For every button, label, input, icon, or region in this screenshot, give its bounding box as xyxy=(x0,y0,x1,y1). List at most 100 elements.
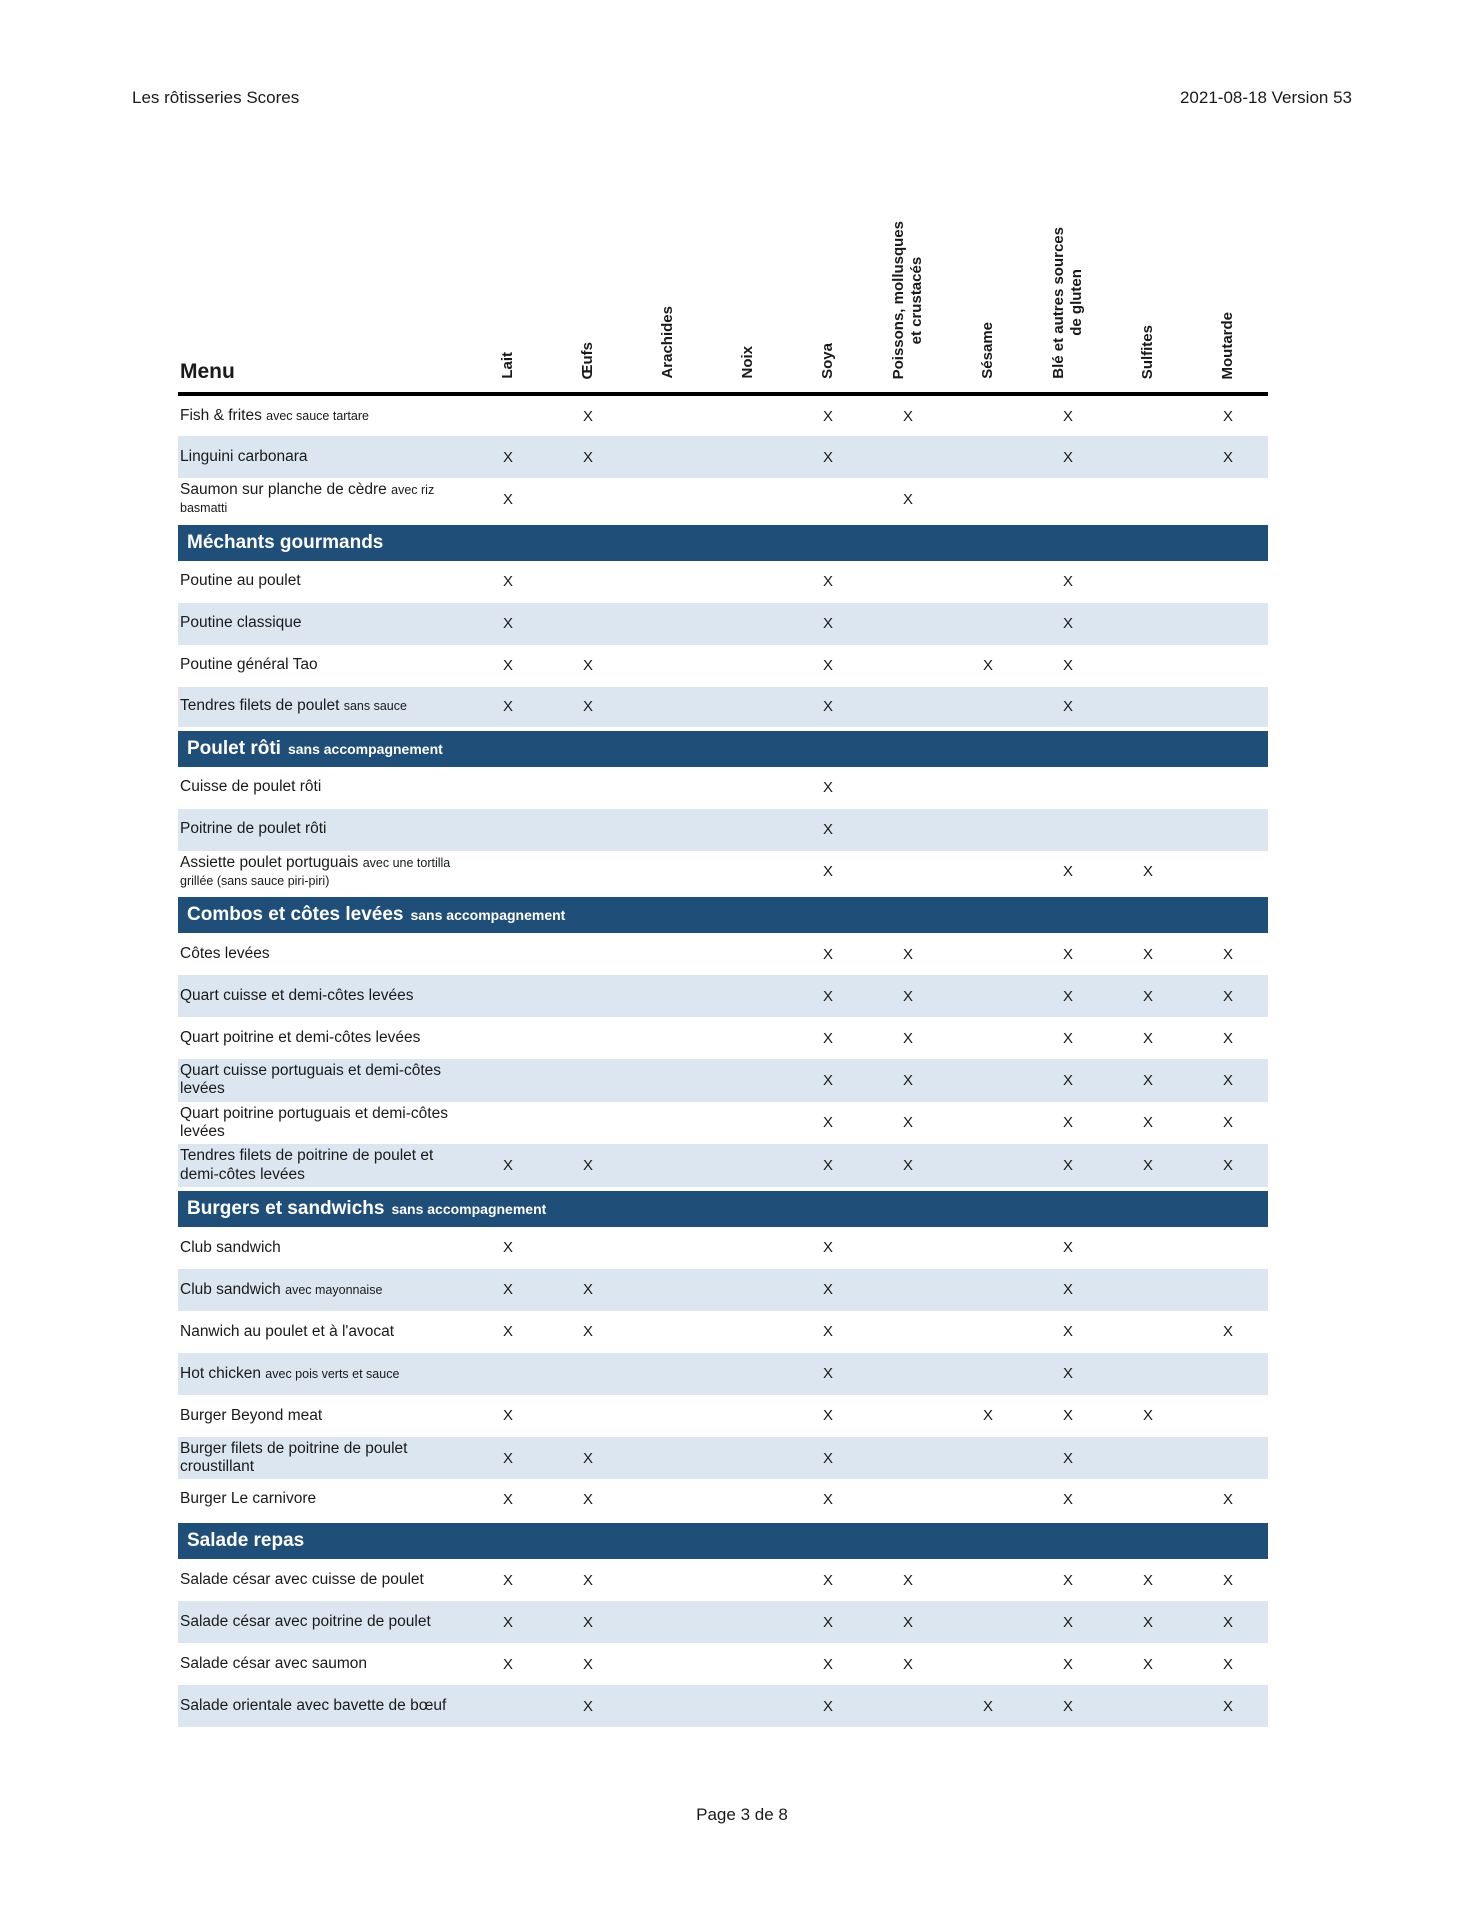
allergen-mark-cell xyxy=(1108,645,1188,687)
menu-item-cell: Salade césar avec cuisse de poulet xyxy=(178,1559,468,1601)
allergen-mark-cell: X xyxy=(502,698,513,716)
allergen-mark-cell: X xyxy=(502,1281,513,1299)
allergen-mark-cell: X xyxy=(822,615,833,633)
menu-item-name: Burger Le carnivore xyxy=(180,1490,317,1508)
allergen-mark-cell xyxy=(628,851,708,896)
menu-item-note: avec riz basmatti xyxy=(180,483,435,516)
allergen-mark-cell: X xyxy=(1062,1449,1073,1467)
menu-item-cell: Quart cuisse et demi-côtes levées xyxy=(178,975,468,1017)
allergen-mark-cell xyxy=(708,436,788,478)
allergen-mark-cell: X xyxy=(1142,987,1153,1005)
allergen-mark-cell: X xyxy=(1062,1655,1073,1673)
allergen-mark-cell xyxy=(1108,394,1188,436)
menu-item-cell: Assiette poulet portuguais avec une tort… xyxy=(178,851,468,896)
allergen-mark-cell: X xyxy=(1222,1571,1233,1589)
allergen-mark-cell xyxy=(708,1144,788,1189)
allergen-mark-cell: X xyxy=(822,1407,833,1425)
version-stamp: 2021-08-18 Version 53 xyxy=(1179,88,1352,107)
allergen-mark-cell xyxy=(708,1395,788,1437)
allergen-mark-cell: X xyxy=(502,1239,513,1257)
allergen-mark-cell: X xyxy=(822,1613,833,1631)
allergen-mark-cell xyxy=(628,687,708,729)
allergen-mark-cell xyxy=(708,1601,788,1643)
allergen-mark-cell xyxy=(628,767,708,809)
allergen-mark-cell xyxy=(948,1311,1028,1353)
allergen-mark-cell: X xyxy=(582,657,593,675)
menu-item-cell: Poitrine de poulet rôti xyxy=(178,809,468,851)
menu-row: Quart cuisse portuguais et demi-côtes le… xyxy=(178,1059,1268,1102)
allergen-mark-cell xyxy=(548,767,628,809)
allergen-mark-cell xyxy=(948,603,1028,645)
menu-item-name: Tendres filets de poulet xyxy=(180,697,340,715)
allergen-mark-cell: X xyxy=(582,1697,593,1715)
allergen-mark-cell: X xyxy=(582,1323,593,1341)
menu-item-cell: Tendres filets de poulet sans sauce xyxy=(178,687,468,729)
section-cell: Burgers et sandwichs sans accompagnement xyxy=(178,1186,1268,1227)
allergen-mark-cell xyxy=(948,767,1028,809)
allergen-mark-cell: X xyxy=(1062,1281,1073,1299)
menu-item-cell: Quart poitrine et demi-côtes levées xyxy=(178,1017,468,1059)
allergen-mark-cell xyxy=(628,809,708,851)
allergen-mark-cell: X xyxy=(502,1571,513,1589)
allergen-mark-cell: X xyxy=(822,1365,833,1383)
allergen-mark-cell xyxy=(708,1559,788,1601)
allergen-mark-cell: X xyxy=(822,863,833,881)
allergen-mark-cell xyxy=(628,1479,708,1521)
allergen-mark-cell xyxy=(708,1017,788,1059)
allergen-mark-cell xyxy=(868,1395,948,1437)
allergen-mark-cell xyxy=(1188,1437,1268,1480)
menu-row: Club sandwich X X X xyxy=(178,1227,1268,1269)
allergen-mark-cell xyxy=(1028,809,1108,851)
section-cell: Combos et côtes levées sans accompagnemen… xyxy=(178,893,1268,934)
allergen-mark-cell xyxy=(468,1685,548,1727)
allergen-mark-cell: X xyxy=(1142,1655,1153,1673)
allergen-mark-cell: X xyxy=(902,945,913,963)
menu-item-cell: Salade césar avec saumon xyxy=(178,1643,468,1685)
allergen-mark-cell xyxy=(868,1437,948,1480)
allergen-mark-cell xyxy=(948,1017,1028,1059)
allergen-mark-cell: X xyxy=(1222,1114,1233,1132)
menu-item-cell: Club sandwich xyxy=(178,1227,468,1269)
allergen-mark-cell xyxy=(628,436,708,478)
allergen-mark-cell xyxy=(628,1685,708,1727)
allergen-mark-cell xyxy=(948,394,1028,436)
column-header-8: Sulfites xyxy=(1108,186,1188,396)
allergen-mark-cell: X xyxy=(902,490,913,508)
allergen-mark-cell xyxy=(1108,1685,1188,1727)
allergen-mark-cell xyxy=(948,561,1028,603)
menu-item-cell: Côtes levées xyxy=(178,933,468,975)
menu-item-cell: Burger filets de poitrine de poulet crou… xyxy=(178,1437,468,1480)
allergen-mark-cell xyxy=(468,1017,548,1059)
allergen-mark-cell xyxy=(708,687,788,729)
allergen-mark-cell xyxy=(948,1559,1028,1601)
allergen-mark-cell xyxy=(948,1269,1028,1311)
allergen-mark-cell: X xyxy=(502,1407,513,1425)
menu-item-name: Cuisse de poulet rôti xyxy=(180,778,322,796)
allergen-mark-cell xyxy=(628,1269,708,1311)
allergen-mark-cell: X xyxy=(822,407,833,425)
menu-item-name: Assiette poulet portuguais xyxy=(180,853,359,871)
document-title: Les rôtisseries Scores xyxy=(132,88,300,107)
menu-item-cell: Salade césar avec poitrine de poulet xyxy=(178,1601,468,1643)
allergen-mark-cell: X xyxy=(822,573,833,591)
allergen-mark-cell xyxy=(468,975,548,1017)
allergen-mark-cell xyxy=(868,1269,948,1311)
allergen-mark-cell xyxy=(868,1685,948,1727)
allergen-mark-cell: X xyxy=(1142,1071,1153,1089)
menu-row: Salade orientale avec bavette de bœuf X X X… xyxy=(178,1685,1268,1728)
menu-item-cell: Fish & frites avec sauce tartare xyxy=(178,394,468,436)
allergen-mark-cell: X xyxy=(822,657,833,675)
allergen-mark-cell xyxy=(628,394,708,436)
allergen-mark-cell: X xyxy=(1062,1613,1073,1631)
allergen-mark-cell: X xyxy=(1062,698,1073,716)
allergen-mark-cell: X xyxy=(1142,1029,1153,1047)
allergen-mark-cell xyxy=(1188,603,1268,645)
allergen-mark-cell xyxy=(948,1437,1028,1480)
allergen-mark-cell xyxy=(948,687,1028,729)
allergen-mark-cell: X xyxy=(902,407,913,425)
menu-row: Cuisse de poulet rôti X xyxy=(178,767,1268,809)
allergen-mark-cell xyxy=(1028,767,1108,809)
allergen-mark-cell xyxy=(548,561,628,603)
allergen-mark-cell: X xyxy=(582,1449,593,1467)
allergen-mark-cell xyxy=(948,1479,1028,1521)
